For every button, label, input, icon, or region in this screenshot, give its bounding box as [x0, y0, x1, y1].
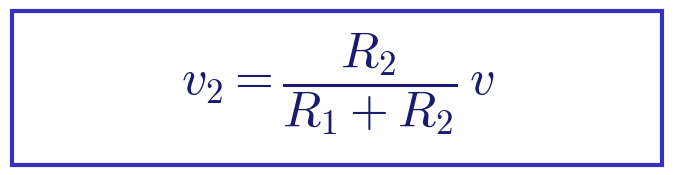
Text: $v_2 = \dfrac{R_2}{R_1 + R_2}\,v$: $v_2 = \dfrac{R_2}{R_1 + R_2}\,v$	[180, 31, 495, 137]
